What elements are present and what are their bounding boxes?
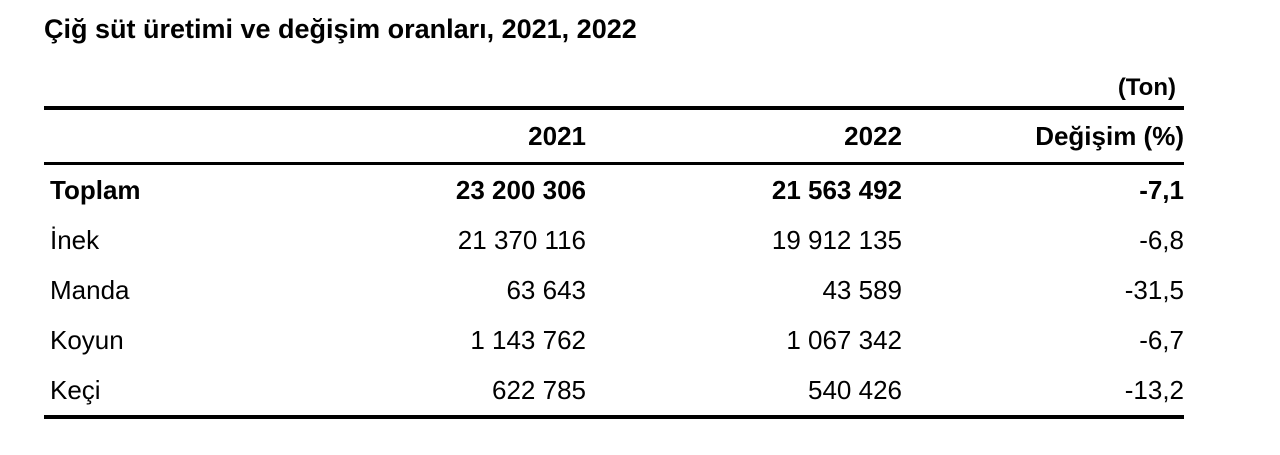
header-cell: 2021 bbox=[528, 120, 586, 151]
table-cell: Koyun bbox=[50, 324, 124, 355]
table-cell: -13,2 bbox=[1124, 374, 1184, 405]
table-cell: 63 643 bbox=[506, 274, 586, 305]
header-row: 2021 2022 Değişim (%) bbox=[44, 108, 1184, 164]
title: Çiğ süt üretimi ve değişim oranları, 202… bbox=[44, 14, 637, 44]
table-cell: 19 912 135 bbox=[771, 224, 902, 255]
table-cell: Manda bbox=[50, 274, 130, 305]
table-cell: -6,8 bbox=[1139, 224, 1184, 255]
table-cell: -31,5 bbox=[1124, 274, 1184, 305]
table-cell: 21 563 492 bbox=[771, 174, 902, 205]
table-cell: 43 589 bbox=[822, 274, 902, 305]
table-cell: 21 370 116 bbox=[457, 224, 586, 255]
header-cell bbox=[44, 108, 284, 164]
header-cell: 2022 bbox=[844, 120, 902, 151]
header-cell: Değişim (%) bbox=[1035, 120, 1184, 151]
table-row: Koyun 1 143 762 1 067 342 -6,7 bbox=[44, 315, 1184, 365]
table-cell: 23 200 306 bbox=[455, 174, 586, 205]
table-row: Manda 63 643 43 589 -31,5 bbox=[44, 265, 1184, 315]
table-cell: 1 143 762 bbox=[470, 324, 586, 355]
table-row: Toplam 23 200 306 21 563 492 -7,1 bbox=[44, 164, 1184, 216]
table-cell: -7,1 bbox=[1139, 174, 1184, 205]
table-cell: 622 785 bbox=[492, 374, 586, 405]
table-cell: 540 426 bbox=[808, 374, 902, 405]
table-row: İnek 21 370 116 19 912 135 -6,8 bbox=[44, 215, 1184, 265]
table-row: Keçi 622 785 540 426 -13,2 bbox=[44, 365, 1184, 417]
table-cell: 1 067 342 bbox=[786, 324, 902, 355]
table-cell: Toplam bbox=[50, 174, 141, 205]
table-cell: İnek bbox=[50, 224, 100, 255]
data-table: 2021 2022 Değişim (%) Toplam 23 200 306 21 5… bbox=[44, 106, 1184, 419]
table-cell: -6,7 bbox=[1139, 324, 1184, 355]
unit-label: (Ton) bbox=[1117, 74, 1176, 101]
table-cell: Keçi bbox=[50, 374, 101, 405]
